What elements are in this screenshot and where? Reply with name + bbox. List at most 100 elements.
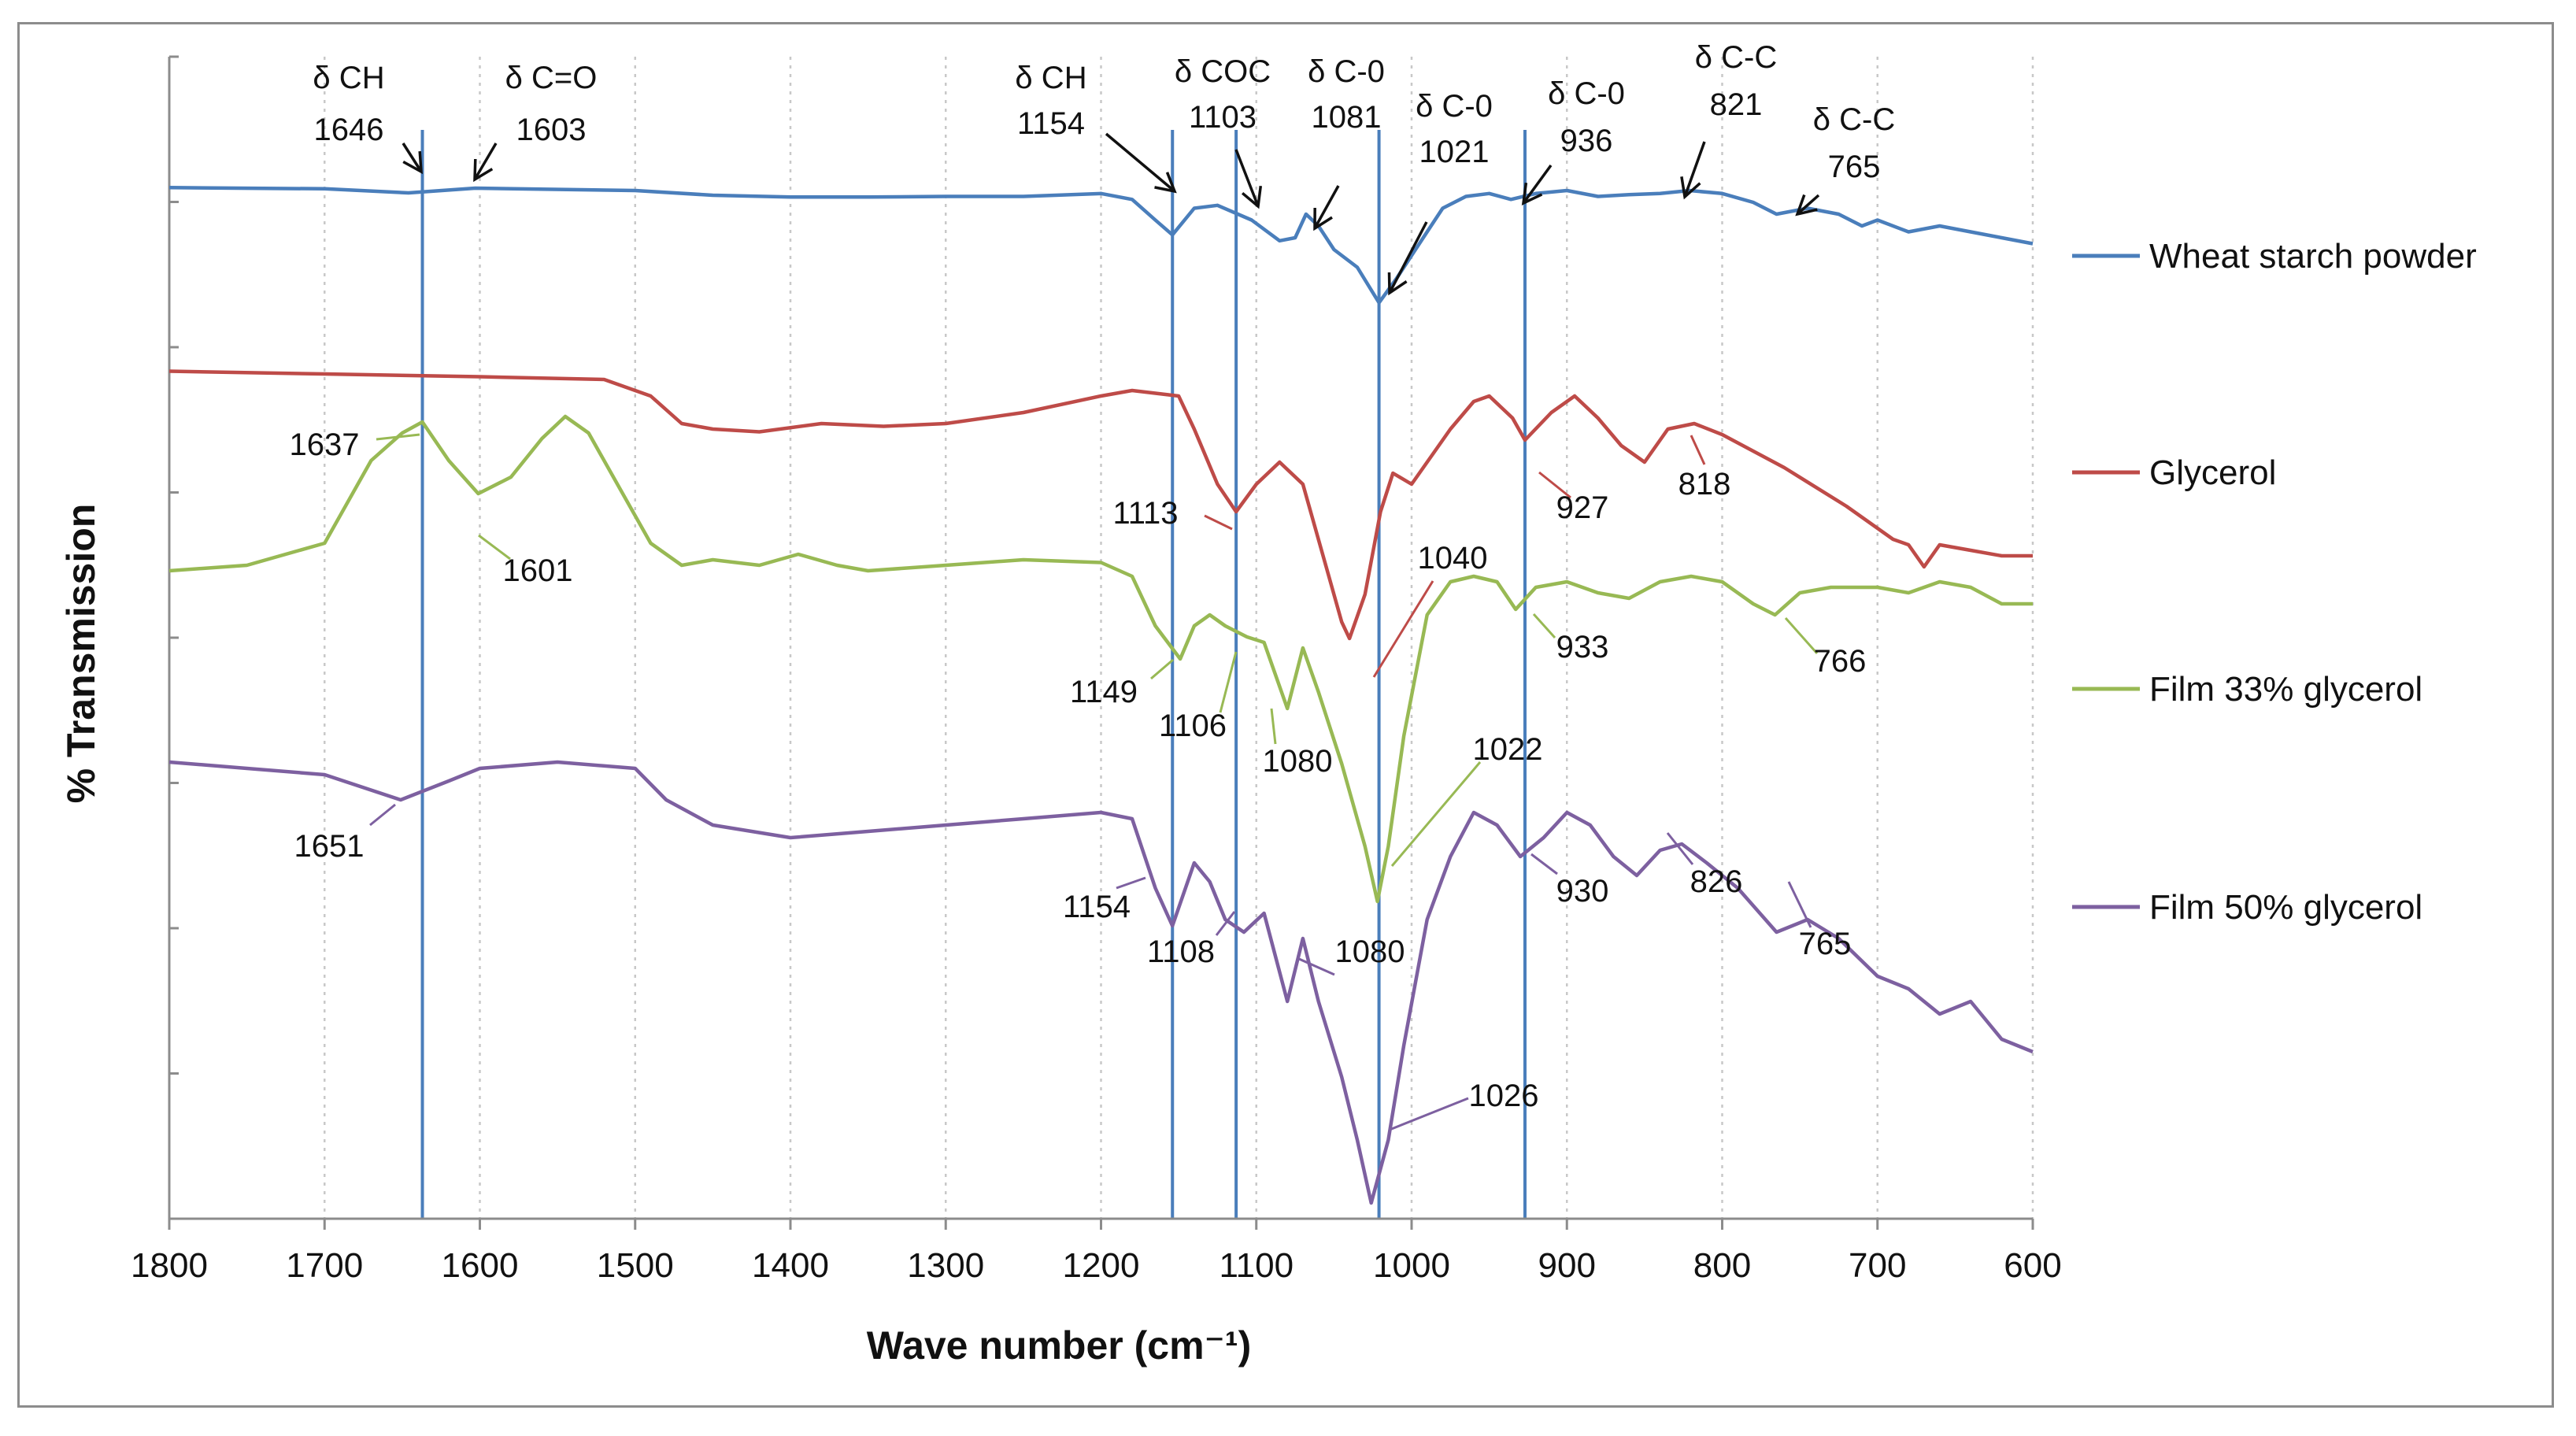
annotation-leaders xyxy=(369,132,1820,1131)
annotation-arrow xyxy=(1522,164,1553,205)
x-tick-label: 600 xyxy=(2004,1246,2061,1285)
peak-label-1637: 1637 xyxy=(290,427,360,462)
peak-leader-818 xyxy=(1690,435,1706,465)
annotation-arrowhead xyxy=(1680,176,1701,200)
peak-label-1113: 1113 xyxy=(1112,496,1178,531)
annotation-arrow xyxy=(1796,194,1820,216)
chart-frame xyxy=(17,22,2554,1408)
peak-leader-1149 xyxy=(1150,658,1174,680)
annotation-arrow xyxy=(1388,221,1428,294)
x-tick-label: 1600 xyxy=(442,1246,519,1285)
x-tick-label: 900 xyxy=(1538,1246,1596,1285)
legend: Wheat starch powder Glycerol Film 33% glyc… xyxy=(2072,237,2477,927)
top-annotation-value: 1081 xyxy=(1312,100,1382,135)
annotation-labels: δ CH 1646 δ C=O 1603 δ CH 1154 δ COC 1103 δ C-0 1… xyxy=(290,40,1896,1113)
peak-label-766: 766 xyxy=(1814,644,1867,679)
peak-label-1080: 1080 xyxy=(1335,935,1405,969)
peak-leader-766 xyxy=(1784,617,1819,654)
peak-leader-1651 xyxy=(369,803,396,827)
x-tick-label: 800 xyxy=(1693,1246,1751,1285)
annotation-arrow xyxy=(1683,141,1706,198)
peak-leader-1040 xyxy=(1372,580,1434,678)
top-annotation-value: 1603 xyxy=(516,113,587,147)
x-tick-label: 1300 xyxy=(907,1246,984,1285)
peak-label-1026: 1026 xyxy=(1469,1079,1539,1113)
annotation-arrowhead xyxy=(1521,182,1543,205)
x-tick-label: 700 xyxy=(1849,1246,1906,1285)
peak-leader-927 xyxy=(1538,471,1571,499)
legend-label-3: Film 33% glycerol xyxy=(2149,670,2422,709)
y-axis-title: % Transmission xyxy=(59,504,103,804)
top-annotation-value: 765 xyxy=(1828,150,1881,184)
annotation-arrow xyxy=(1313,185,1340,229)
series-line-3 xyxy=(168,414,2033,904)
x-tick-label: 1800 xyxy=(131,1246,208,1285)
top-annotation-value: 1154 xyxy=(1017,106,1085,141)
series-line-2 xyxy=(168,369,2033,641)
top-annotation-label: δ C-0 xyxy=(1416,89,1493,124)
x-axis-title: Wave number (cm⁻¹) xyxy=(867,1323,1252,1368)
top-annotation-value: 1646 xyxy=(314,113,384,147)
annotation-arrowhead xyxy=(1387,272,1408,296)
peak-label-1149: 1149 xyxy=(1070,675,1138,709)
peak-leader-1601 xyxy=(478,534,511,561)
x-tick-label: 1200 xyxy=(1063,1246,1140,1285)
peak-label-818: 818 xyxy=(1678,467,1731,501)
peak-label-1040: 1040 xyxy=(1418,541,1488,576)
top-annotation-value: 1021 xyxy=(1419,135,1490,169)
top-annotation-label: δ C-0 xyxy=(1308,54,1385,89)
legend-label-2: Glycerol xyxy=(2149,453,2276,492)
peak-leader-1026 xyxy=(1389,1097,1469,1131)
peak-label-1080: 1080 xyxy=(1263,744,1333,779)
top-annotation-label: δ C-C xyxy=(1813,102,1895,137)
peak-label-1601: 1601 xyxy=(503,553,573,588)
axes: 1800 1700 1600 1500 1400 1300 1200 1100 1000 900 8… xyxy=(131,55,2062,1285)
x-tick-label: 1000 xyxy=(1373,1246,1450,1285)
annotation-arrow xyxy=(473,142,498,180)
top-annotation-label: δ C=O xyxy=(505,61,598,95)
peak-leader-1080 xyxy=(1270,708,1277,745)
top-annotation-value: 936 xyxy=(1560,124,1613,158)
annotation-arrowhead xyxy=(1154,172,1177,194)
peak-label-1108: 1108 xyxy=(1147,935,1215,969)
peak-leader-933 xyxy=(1532,613,1556,639)
annotation-arrow xyxy=(1234,149,1260,207)
legend-label-1: Wheat starch powder xyxy=(2149,237,2477,276)
legend-label-4: Film 50% glycerol xyxy=(2149,888,2422,927)
annotation-arrowhead xyxy=(402,150,423,175)
peak-leader-1108 xyxy=(1215,911,1236,936)
x-tick-label: 1700 xyxy=(286,1246,363,1285)
x-tick-label: 1400 xyxy=(752,1246,829,1285)
peak-leader-1154 xyxy=(1116,876,1146,890)
peak-label-1154: 1154 xyxy=(1063,890,1131,924)
reference-lines xyxy=(420,130,1527,1219)
top-annotation-value: 1103 xyxy=(1189,100,1257,135)
top-annotation-label: δ CH xyxy=(1015,61,1086,95)
top-annotation-label: δ C-0 xyxy=(1548,76,1625,111)
annotation-arrow xyxy=(402,142,423,172)
annotation-arrowhead xyxy=(1313,207,1333,231)
annotation-arrowhead xyxy=(1795,194,1818,217)
peak-label-930: 930 xyxy=(1556,874,1609,909)
top-annotation-label: δ C-C xyxy=(1695,40,1777,75)
top-annotation-label: δ CH xyxy=(313,61,384,95)
peak-label-765: 765 xyxy=(1799,927,1852,961)
peak-label-1651: 1651 xyxy=(294,829,365,864)
peak-leader-1022 xyxy=(1390,761,1482,867)
x-tick-label: 1100 xyxy=(1219,1246,1294,1285)
peak-leader-1113 xyxy=(1204,514,1233,531)
annotation-arrow xyxy=(1105,132,1176,193)
peak-label-1106: 1106 xyxy=(1159,709,1227,743)
peak-label-927: 927 xyxy=(1556,490,1609,525)
peak-leader-1080 xyxy=(1298,957,1335,976)
x-tick-label: 1500 xyxy=(597,1246,674,1285)
peak-leader-1106 xyxy=(1219,651,1238,713)
peak-label-1022: 1022 xyxy=(1473,732,1543,767)
peak-leader-930 xyxy=(1530,853,1558,875)
vertical-gridlines xyxy=(324,57,2034,1219)
peak-leader-1637 xyxy=(376,433,420,441)
series-line-4 xyxy=(168,760,2034,1205)
annotation-arrowhead xyxy=(1241,185,1263,209)
top-annotation-label: δ COC xyxy=(1175,54,1271,89)
